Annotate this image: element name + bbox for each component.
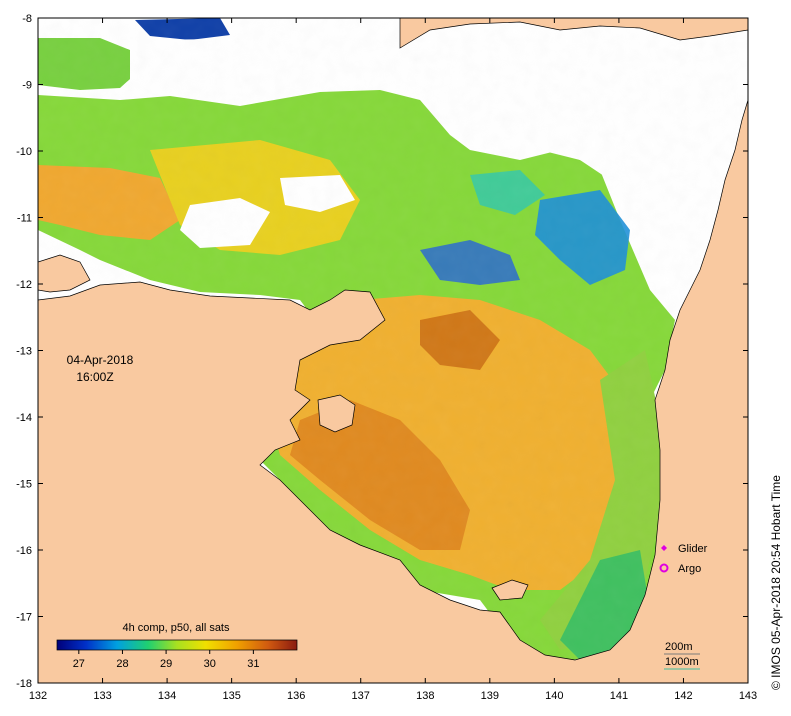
x-tick-label: 134 (158, 690, 176, 702)
contour-1000m-label: 1000m (665, 656, 699, 668)
y-tick-label: -13 (16, 346, 32, 358)
x-tick-label: 137 (352, 690, 370, 702)
land-mornington-island (491, 579, 529, 601)
colorbar-tick-label: 29 (160, 658, 172, 670)
colorbar-tick-label: 31 (247, 658, 259, 670)
contour-200m-label: 200m (665, 641, 693, 653)
x-tick-label: 138 (416, 690, 434, 702)
x-tick-label: 135 (222, 690, 240, 702)
y-tick-label: -10 (16, 146, 32, 158)
colorbar-title: 4h comp, p50, all sats (122, 622, 230, 634)
x-tick-label: 140 (545, 690, 563, 702)
colorbar: 4h comp, p50, all sats 27 28 29 30 31 (56, 622, 298, 670)
land-west-island (38, 254, 91, 293)
legend-argo-label: Argo (678, 563, 701, 575)
y-tick-label: -12 (16, 279, 32, 291)
x-tick-label: 133 (93, 690, 111, 702)
x-tick-label: 143 (739, 690, 757, 702)
y-tick-label: -18 (16, 678, 32, 690)
legend-glider-label: Glider (678, 543, 708, 555)
x-tick-label: 136 (287, 690, 305, 702)
y-tick-label: -8 (22, 13, 32, 25)
legend: Glider Argo (659, 543, 708, 575)
x-tick-label: 141 (610, 690, 628, 702)
colorbar-gradient (56, 639, 298, 651)
land-groote-eylandt (317, 394, 356, 433)
contour-legend: 200m 1000m (664, 641, 700, 670)
land-new-guinea (399, 18, 748, 49)
y-tick-label: -9 (22, 80, 32, 92)
time-label: 16:00Z (76, 370, 113, 384)
colorbar-tick-label: 30 (204, 658, 216, 670)
y-tick-label: -14 (16, 412, 32, 424)
x-tick-label: 132 (29, 690, 47, 702)
x-axis: 132 133 134 135 136 137 138 139 140 141 142 143 (29, 18, 757, 702)
plot-area (38, 18, 748, 683)
colorbar-tick-label: 28 (116, 658, 128, 670)
x-tick-label: 139 (481, 690, 499, 702)
y-tick-label: -11 (17, 213, 32, 225)
y-tick-label: -16 (16, 545, 32, 557)
argo-circle-icon (659, 563, 669, 573)
land-australia (38, 99, 748, 683)
y-tick-label: -17 (16, 612, 32, 624)
y-tick-label: -15 (16, 479, 32, 491)
glider-diamond-icon (661, 545, 667, 551)
colorbar-tick-label: 27 (73, 658, 85, 670)
credit-text: © IMOS 05-Apr-2018 20:54 Hobart Time (769, 475, 783, 690)
x-tick-label: 142 (674, 690, 692, 702)
colorbar-ticks: 27 28 29 30 31 (73, 650, 259, 670)
y-axis: -8 -9 -10 -11 -12 -13 -14 -15 -16 -17 -18 (16, 13, 748, 690)
date-label: 04-Apr-2018 (67, 353, 134, 367)
